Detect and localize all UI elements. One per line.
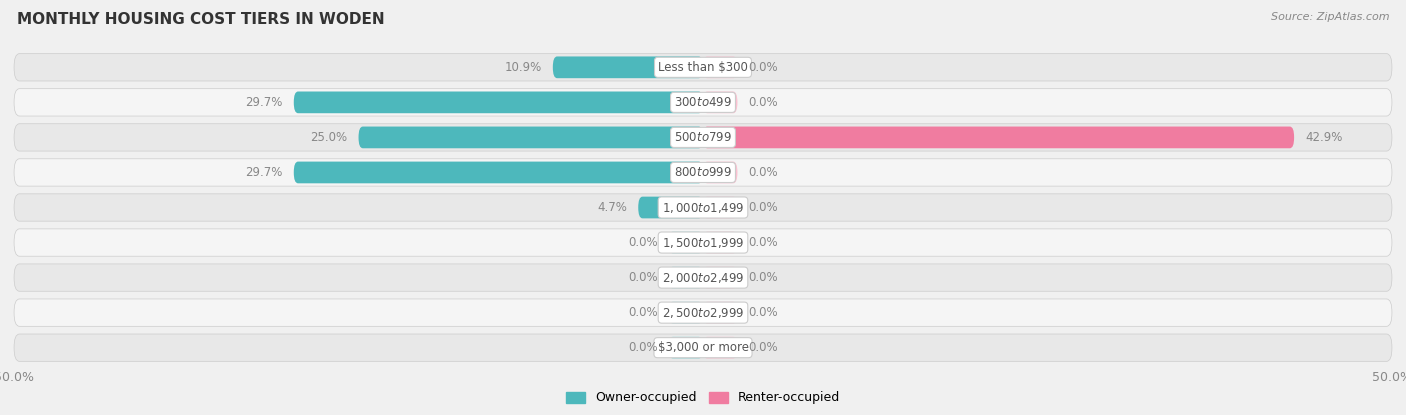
FancyBboxPatch shape xyxy=(703,302,738,324)
FancyBboxPatch shape xyxy=(14,54,1392,81)
FancyBboxPatch shape xyxy=(14,299,1392,326)
Text: $1,000 to $1,499: $1,000 to $1,499 xyxy=(662,200,744,215)
Text: 0.0%: 0.0% xyxy=(748,306,778,319)
FancyBboxPatch shape xyxy=(553,56,703,78)
Text: 0.0%: 0.0% xyxy=(748,341,778,354)
FancyBboxPatch shape xyxy=(14,124,1392,151)
FancyBboxPatch shape xyxy=(294,161,703,183)
FancyBboxPatch shape xyxy=(703,91,738,113)
Text: 25.0%: 25.0% xyxy=(311,131,347,144)
FancyBboxPatch shape xyxy=(14,89,1392,116)
FancyBboxPatch shape xyxy=(638,197,703,218)
Text: 4.7%: 4.7% xyxy=(598,201,627,214)
FancyBboxPatch shape xyxy=(669,337,703,359)
Text: 0.0%: 0.0% xyxy=(628,306,658,319)
Text: 29.7%: 29.7% xyxy=(246,96,283,109)
Text: 0.0%: 0.0% xyxy=(748,236,778,249)
Text: $3,000 or more: $3,000 or more xyxy=(658,341,748,354)
Text: 42.9%: 42.9% xyxy=(1305,131,1343,144)
FancyBboxPatch shape xyxy=(703,127,1294,148)
FancyBboxPatch shape xyxy=(294,91,703,113)
Text: 0.0%: 0.0% xyxy=(748,201,778,214)
FancyBboxPatch shape xyxy=(14,229,1392,256)
FancyBboxPatch shape xyxy=(669,232,703,254)
Text: $800 to $999: $800 to $999 xyxy=(673,166,733,179)
Text: 0.0%: 0.0% xyxy=(748,61,778,74)
FancyBboxPatch shape xyxy=(703,161,738,183)
FancyBboxPatch shape xyxy=(669,302,703,324)
FancyBboxPatch shape xyxy=(703,232,738,254)
FancyBboxPatch shape xyxy=(359,127,703,148)
Text: MONTHLY HOUSING COST TIERS IN WODEN: MONTHLY HOUSING COST TIERS IN WODEN xyxy=(17,12,384,27)
Text: 0.0%: 0.0% xyxy=(748,96,778,109)
Text: 0.0%: 0.0% xyxy=(628,341,658,354)
Text: $2,000 to $2,499: $2,000 to $2,499 xyxy=(662,271,744,285)
Text: $500 to $799: $500 to $799 xyxy=(673,131,733,144)
Text: Source: ZipAtlas.com: Source: ZipAtlas.com xyxy=(1271,12,1389,22)
FancyBboxPatch shape xyxy=(703,197,738,218)
Text: $2,500 to $2,999: $2,500 to $2,999 xyxy=(662,305,744,320)
FancyBboxPatch shape xyxy=(703,337,738,359)
FancyBboxPatch shape xyxy=(14,194,1392,221)
Text: 29.7%: 29.7% xyxy=(246,166,283,179)
Text: Less than $300: Less than $300 xyxy=(658,61,748,74)
FancyBboxPatch shape xyxy=(703,267,738,288)
Text: $300 to $499: $300 to $499 xyxy=(673,96,733,109)
FancyBboxPatch shape xyxy=(14,159,1392,186)
Text: 0.0%: 0.0% xyxy=(748,271,778,284)
Legend: Owner-occupied, Renter-occupied: Owner-occupied, Renter-occupied xyxy=(561,386,845,410)
FancyBboxPatch shape xyxy=(703,56,738,78)
FancyBboxPatch shape xyxy=(669,267,703,288)
FancyBboxPatch shape xyxy=(14,334,1392,361)
Text: 0.0%: 0.0% xyxy=(748,166,778,179)
FancyBboxPatch shape xyxy=(14,264,1392,291)
Text: $1,500 to $1,999: $1,500 to $1,999 xyxy=(662,236,744,249)
Text: 10.9%: 10.9% xyxy=(505,61,541,74)
Text: 0.0%: 0.0% xyxy=(628,271,658,284)
Text: 0.0%: 0.0% xyxy=(628,236,658,249)
